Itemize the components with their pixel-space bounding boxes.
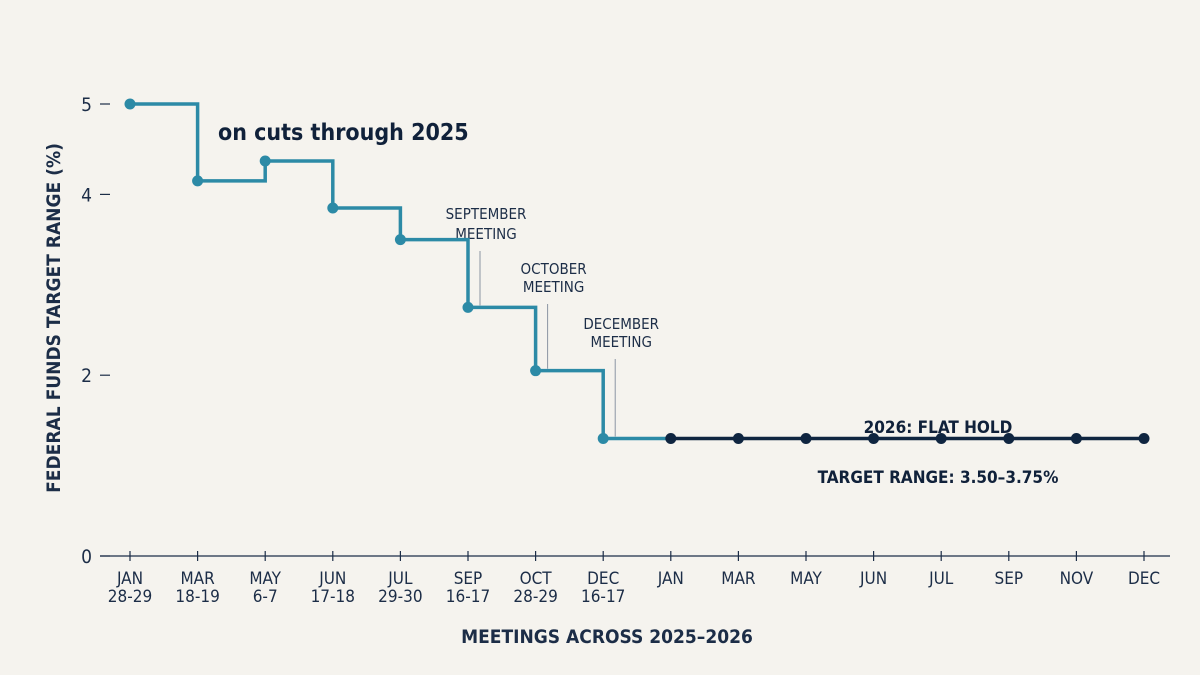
x-tick-label: 28-29: [513, 587, 557, 607]
x-tick-label: JUN: [318, 569, 346, 589]
data-point: [1070, 432, 1082, 444]
x-tick-label: JAN: [657, 569, 684, 589]
data-point: [124, 98, 136, 110]
data-point: [732, 432, 744, 444]
data-point: [462, 301, 474, 313]
x-tick-label: MAY: [790, 569, 822, 589]
annotation-label: MEETING: [455, 225, 516, 243]
x-tick-label: JUN: [859, 569, 887, 589]
x-tick-label: OCT: [520, 569, 553, 589]
data-point: [597, 432, 609, 444]
x-tick-label: MAR: [180, 569, 215, 589]
data-point: [259, 155, 271, 167]
x-tick-label: SEP: [994, 569, 1023, 589]
x-tick-label: NOV: [1060, 569, 1094, 589]
data-point: [665, 432, 677, 444]
x-tick-label: JUL: [928, 569, 954, 589]
x-tick-label: DEC: [1128, 569, 1160, 589]
annotation-label: SEPTEMBER: [446, 205, 527, 223]
x-tick-label: 16-17: [446, 587, 490, 607]
hold-callout: 2026: FLAT HOLD: [864, 418, 1013, 438]
data-point: [800, 432, 812, 444]
y-axis-title: FEDERAL FUNDS TARGET RANGE (%): [43, 143, 65, 493]
data-point: [394, 234, 406, 246]
y-tick-label: 5: [81, 94, 92, 116]
x-tick-label: 18-19: [175, 587, 219, 607]
data-point: [868, 432, 880, 444]
x-tick-label: 16-17: [581, 587, 625, 607]
annotation-label: OCTOBER: [521, 260, 587, 278]
x-tick-label: MAY: [249, 569, 281, 589]
x-tick-label: JAN: [116, 569, 143, 589]
annotation-label: DECEMBER: [583, 315, 659, 333]
annotation-label: MEETING: [523, 278, 584, 296]
x-tick-label: SEP: [454, 569, 483, 589]
annotation-label: MEETING: [590, 333, 651, 351]
data-point: [327, 202, 339, 214]
x-tick-label: MAR: [721, 569, 756, 589]
data-point: [1003, 432, 1015, 444]
x-axis-title: MEETINGS ACROSS 2025–2026: [461, 626, 753, 648]
x-tick-label: 17-18: [311, 587, 355, 607]
x-tick-label: DEC: [587, 569, 619, 589]
y-tick-label: 0: [81, 546, 92, 568]
headline-fragment: on cuts through 2025: [218, 120, 469, 146]
data-point: [192, 175, 204, 187]
range-callout: TARGET RANGE: 3.50–3.75%: [818, 468, 1059, 488]
data-point: [530, 365, 542, 377]
x-tick-label: 28-29: [108, 587, 152, 607]
data-point: [1138, 432, 1150, 444]
x-tick-label: 29-30: [378, 587, 422, 607]
x-tick-label: 6-7: [253, 587, 278, 607]
y-tick-label: 2: [81, 365, 92, 387]
y-tick-label: 4: [81, 184, 92, 206]
data-point: [935, 432, 947, 444]
series-line-2025: [130, 102, 671, 441]
x-tick-label: JUL: [387, 569, 413, 589]
